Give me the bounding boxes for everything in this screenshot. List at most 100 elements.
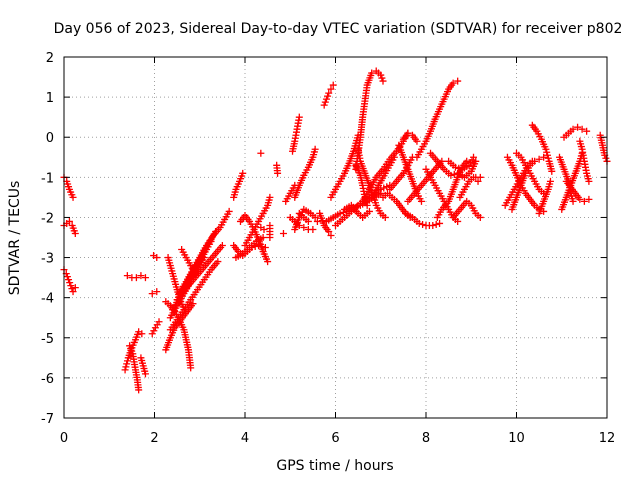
data-point-marker — [543, 151, 551, 159]
data-point-marker — [141, 274, 149, 282]
data-point-marker — [321, 98, 329, 106]
data-point-marker — [218, 242, 226, 250]
data-point-marker — [311, 213, 319, 221]
data-point-marker — [135, 386, 143, 394]
data-point-marker — [214, 258, 222, 266]
data-point-marker — [585, 177, 593, 185]
data-point-marker — [535, 155, 543, 163]
data-point-marker — [548, 167, 556, 175]
data-point-marker — [266, 234, 274, 241]
data-point-marker — [454, 217, 462, 225]
y-tick-label: 2 — [46, 51, 54, 66]
data-point-marker — [381, 213, 389, 221]
data-point-marker — [123, 357, 131, 365]
data-point-marker — [71, 284, 79, 292]
data-point-marker — [279, 229, 287, 237]
data-point-marker — [476, 173, 484, 181]
x-axis-label: GPS time / hours — [276, 458, 393, 474]
data-point-marker — [311, 145, 319, 153]
data-point-marker — [569, 197, 577, 205]
data-point-marker — [451, 163, 459, 171]
y-tick-label: 0 — [46, 131, 54, 146]
data-point-marker — [155, 318, 163, 326]
data-point-marker — [313, 217, 321, 225]
data-point-marker — [261, 244, 269, 252]
data-point-marker — [449, 79, 457, 87]
data-point-marker — [300, 223, 308, 231]
data-point-marker — [324, 92, 332, 100]
data-point-marker — [121, 366, 129, 374]
data-point-marker — [150, 327, 158, 335]
data-points — [60, 67, 611, 394]
data-point-marker — [141, 370, 149, 378]
data-point-marker — [454, 77, 462, 85]
data-point-marker — [578, 125, 586, 133]
data-point-marker — [325, 89, 333, 97]
data-point-marker — [365, 207, 373, 215]
data-point-marker — [123, 360, 131, 368]
data-point-marker — [187, 364, 195, 372]
data-point-marker — [602, 154, 610, 162]
x-tick-label: 6 — [331, 431, 339, 446]
y-tick-label: -6 — [41, 372, 54, 387]
data-point-marker — [474, 177, 482, 185]
x-tick-label: 2 — [150, 431, 158, 446]
data-point-marker — [546, 177, 554, 185]
data-point-marker — [191, 270, 199, 278]
data-point-marker — [377, 185, 385, 193]
data-point-marker — [295, 113, 303, 121]
data-point-marker — [264, 258, 272, 266]
y-tick-label: -2 — [41, 211, 54, 226]
data-point-marker — [153, 254, 161, 262]
data-point-marker — [336, 209, 344, 217]
data-point-marker — [309, 225, 317, 233]
data-point-marker — [542, 145, 550, 153]
data-point-marker — [68, 285, 76, 293]
data-point-marker — [65, 217, 73, 225]
x-tick-label: 10 — [508, 431, 525, 446]
data-point-marker — [569, 125, 577, 133]
data-point-marker — [63, 273, 71, 281]
data-point-marker — [239, 169, 247, 177]
data-point-marker — [304, 217, 312, 225]
data-point-marker — [472, 157, 480, 165]
data-point-marker — [148, 330, 156, 338]
data-point-marker — [436, 219, 444, 227]
x-tick-label: 12 — [599, 431, 616, 446]
data-point-marker — [122, 363, 130, 371]
data-point-marker — [417, 197, 425, 205]
y-tick-label: 1 — [46, 91, 54, 106]
data-point-marker — [67, 282, 75, 290]
data-point-marker — [327, 85, 335, 93]
data-point-marker — [148, 290, 156, 298]
data-point-marker — [153, 288, 161, 296]
y-axis-label: SDTVAR / TECUs — [7, 181, 23, 296]
data-point-marker — [363, 201, 371, 209]
data-point-marker — [327, 231, 335, 239]
data-point-marker — [274, 169, 282, 177]
data-point-marker — [329, 81, 337, 89]
data-point-marker — [339, 208, 347, 216]
data-point-marker — [543, 148, 551, 156]
data-point-marker — [390, 153, 398, 161]
data-point-marker — [69, 288, 77, 296]
data-point-marker — [419, 220, 427, 228]
data-point-marker — [415, 219, 423, 227]
data-point-marker — [266, 193, 274, 201]
data-point-marker — [132, 274, 140, 282]
data-point-marker — [225, 207, 233, 215]
data-point-marker — [432, 220, 440, 228]
y-tick-label: -3 — [41, 252, 54, 267]
data-point-marker — [531, 157, 539, 165]
data-point-marker — [260, 225, 268, 233]
data-point-marker — [580, 197, 588, 205]
data-point-marker — [368, 69, 376, 77]
data-point-marker — [470, 153, 478, 161]
data-point-marker — [540, 153, 548, 161]
data-point-marker — [429, 221, 437, 229]
data-point-marker — [544, 154, 552, 162]
data-point-marker — [574, 123, 582, 131]
data-point-marker — [447, 171, 455, 179]
